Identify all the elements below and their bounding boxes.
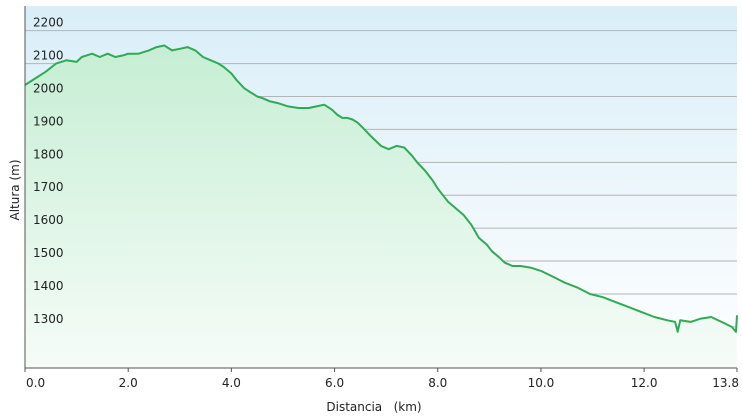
y-tick-label: 1700 [33,180,64,194]
x-tick-label: 0.0 [26,376,45,390]
x-tick-label: 12.0 [631,376,658,390]
elevation-area [25,45,737,368]
elevation-line [24,44,738,333]
x-tick-label: 8.0 [428,376,447,390]
x-tick-label: 4.0 [222,376,241,390]
x-axis-label: Distancia (km) [326,400,421,414]
x-tick-label: 13.8 [712,376,739,390]
x-tick-labels: 0.0 2.0 4.0 6.0 8.0 10.0 12.0 13.8 [24,368,739,390]
y-tick-label: 1300 [33,312,64,326]
y-tick-label: 1400 [33,279,64,293]
y-tick-label: 1500 [33,246,64,260]
x-tick-label: 6.0 [325,376,344,390]
y-axis-label: Altura (m) [8,159,22,220]
y-tick-labels: 1300 1400 1500 1600 1700 1800 1900 2000 2100 2200 [33,16,64,326]
y-tick-label: 2200 [33,16,64,30]
y-tick-label: 1900 [33,114,64,128]
x-tick-label: 10.0 [528,376,555,390]
y-tick-label: 2100 [33,49,64,63]
y-tick-label: 1600 [33,213,64,227]
x-tick-label: 2.0 [119,376,138,390]
y-tick-label: 1800 [33,147,64,161]
y-tick-label: 2000 [33,82,64,96]
